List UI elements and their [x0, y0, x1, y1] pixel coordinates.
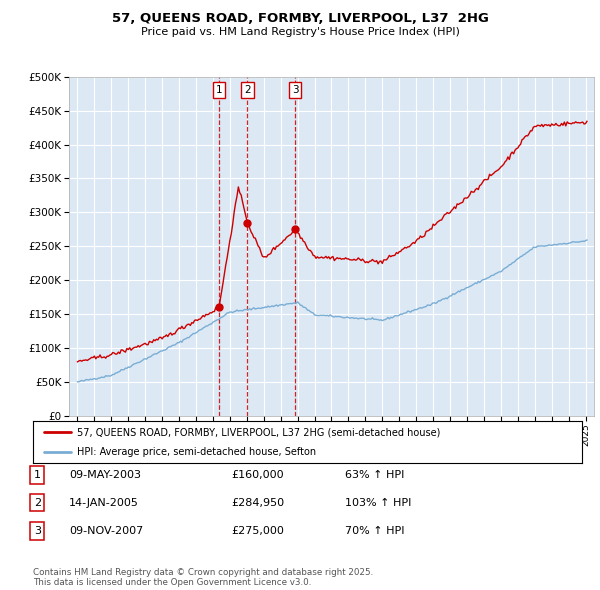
Text: Price paid vs. HM Land Registry's House Price Index (HPI): Price paid vs. HM Land Registry's House …	[140, 27, 460, 37]
Text: Contains HM Land Registry data © Crown copyright and database right 2025.
This d: Contains HM Land Registry data © Crown c…	[33, 568, 373, 587]
Text: 2: 2	[244, 86, 251, 95]
Text: £275,000: £275,000	[231, 526, 284, 536]
Text: 1: 1	[216, 86, 223, 95]
Text: 63% ↑ HPI: 63% ↑ HPI	[345, 470, 404, 480]
Text: 09-NOV-2007: 09-NOV-2007	[69, 526, 143, 536]
Text: 103% ↑ HPI: 103% ↑ HPI	[345, 498, 412, 507]
Text: 09-MAY-2003: 09-MAY-2003	[69, 470, 141, 480]
Text: 57, QUEENS ROAD, FORMBY, LIVERPOOL, L37 2HG (semi-detached house): 57, QUEENS ROAD, FORMBY, LIVERPOOL, L37 …	[77, 427, 440, 437]
Text: 3: 3	[34, 526, 41, 536]
Text: £284,950: £284,950	[231, 498, 284, 507]
Text: 1: 1	[34, 470, 41, 480]
Text: 70% ↑ HPI: 70% ↑ HPI	[345, 526, 404, 536]
Text: 14-JAN-2005: 14-JAN-2005	[69, 498, 139, 507]
Text: £160,000: £160,000	[231, 470, 284, 480]
Text: 3: 3	[292, 86, 299, 95]
Text: 2: 2	[34, 498, 41, 507]
Text: 57, QUEENS ROAD, FORMBY, LIVERPOOL, L37  2HG: 57, QUEENS ROAD, FORMBY, LIVERPOOL, L37 …	[112, 12, 488, 25]
Text: HPI: Average price, semi-detached house, Sefton: HPI: Average price, semi-detached house,…	[77, 447, 316, 457]
